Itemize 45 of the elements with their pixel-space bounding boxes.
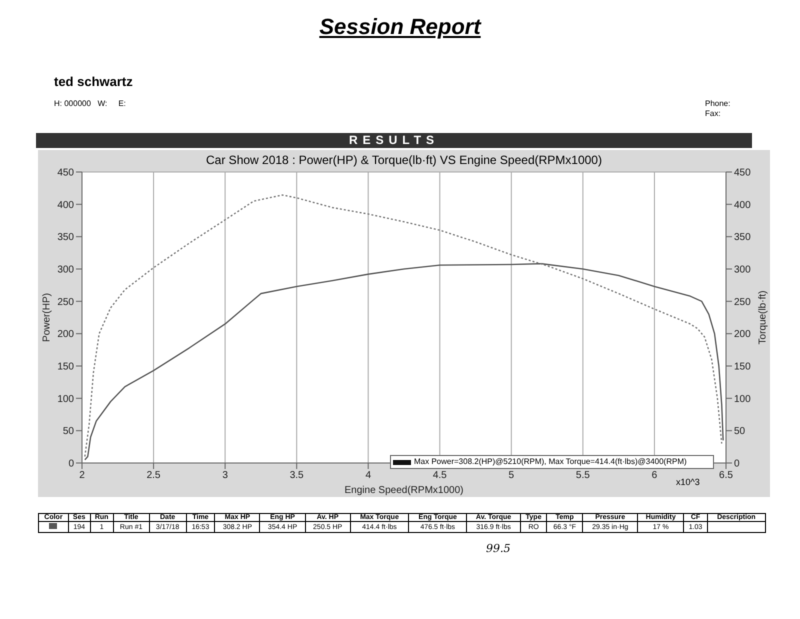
y-tick-label: 300 [57,264,74,276]
x-tick-label: 3 [222,470,228,482]
text: 99.5 [486,542,510,555]
x-tick-label: 5 [508,470,515,482]
text: x10^3 [676,477,700,487]
x-tick-label: 2.5 [146,470,161,482]
x-tick-label: 6.5 [719,470,734,482]
y-axis-title: Power(HP) [42,293,53,342]
note-box: Max Power=308.2(HP)@5210(RPM), Max Torque=414.4(ft·lbs)@3400(RPM) [390,455,714,469]
x-tick-label: 2 [79,470,86,482]
y2-tick-label: 450 [734,168,752,179]
y-tick-label: 100 [57,394,74,405]
x-axis-title: Engine Speed(RPMx1000) [344,485,464,496]
text: Phone: [705,99,730,108]
text: RESULTS [348,133,440,147]
x-tick-label: 3.5 [290,470,304,482]
annotation: Max Power=308.2(HP)@5210(RPM), Max Torque=414.4(ft·lbs)@3400(RPM) [414,456,687,468]
chart-subtitle: Car Show 2018 : Power(HP) & Torque(lb·ft) VS Engine Speed(RPMx1000) [206,153,602,167]
text: H: 000000 W: E: [54,99,126,108]
line-series [84,194,722,458]
y2-tick-label: 400 [734,200,752,211]
y2-tick-label: 150 [734,362,752,373]
y2-axis-title: Torque(lb·ft) [758,290,769,344]
y-tick-label: 200 [57,329,74,340]
y2-tick-label: 300 [734,264,752,276]
y2-tick-label: 100 [734,394,752,405]
x-tick-label: 4.5 [432,470,448,482]
text: Fax: [705,109,721,118]
x-tick-label: 4 [365,470,372,482]
y2-tick-label: 250 [734,296,752,308]
y2-tick-label: 0 [734,458,740,470]
text: ted schwartz [54,74,133,89]
y2-tick-label: 200 [734,329,752,340]
chart-title: Session Report [319,14,481,39]
y-tick-label: 250 [57,296,74,308]
y2-tick-label: 350 [734,232,752,244]
x-tick-label: 6 [652,470,658,482]
y-tick-label: 50 [62,426,74,438]
y2-tick-label: 50 [734,426,746,438]
y-tick-label: 400 [57,200,74,211]
y-tick-label: 350 [57,232,74,244]
y-tick-label: 150 [57,362,74,373]
y-tick-label: 0 [68,458,74,470]
y-tick-label: 450 [57,168,74,179]
x-tick-label: 5.5 [576,470,590,482]
